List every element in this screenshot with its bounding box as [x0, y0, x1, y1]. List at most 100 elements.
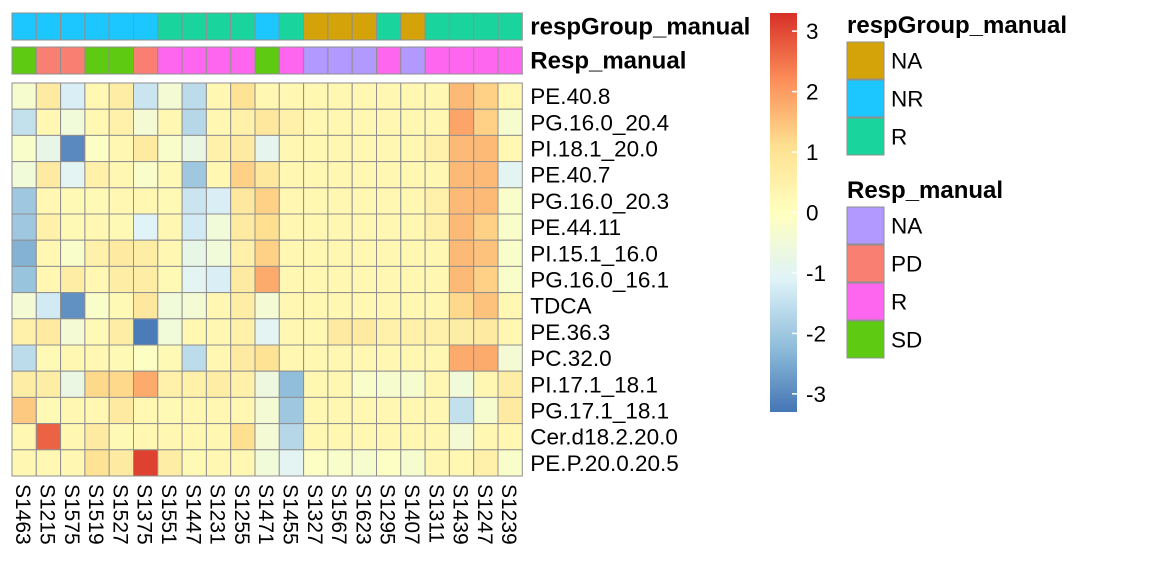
row-label-pc-32-0: PC.32.0 — [530, 346, 611, 371]
heatmap-cell-pi-15-1-16-0-s1255 — [230, 239, 256, 267]
heatmap-cell-pe-44-11-s1295 — [376, 213, 402, 241]
heatmap-cell-pi-17-1-18-1-s1375 — [133, 370, 159, 398]
annotation-cell-respgroup-manual-s1295 — [376, 12, 402, 41]
column-label-s1407: S1407 — [400, 484, 423, 545]
annotation-cell-respgroup-manual-s1215 — [35, 12, 62, 41]
heatmap-cell-pe-40-8-s1447 — [181, 82, 207, 110]
heatmap-cell-pe-p-20-0-20-5-s1567 — [327, 449, 353, 477]
heatmap-cell-pc-32-0-s1447 — [181, 344, 207, 372]
heatmap-cell-pe-44-11-s1215 — [35, 213, 62, 241]
heatmap-cell-pi-18-1-20-0-s1239 — [497, 134, 523, 163]
heatmap-cell-pe-40-8-s1247 — [473, 82, 499, 110]
heatmap-cell-pe-40-8-s1295 — [376, 82, 402, 110]
heatmap-cell-pi-18-1-20-0-s1231 — [205, 134, 232, 163]
heatmap-cell-pi-15-1-16-0-s1247 — [473, 239, 499, 267]
heatmap-cell-pe-44-11-s1327 — [303, 213, 329, 241]
annotation-cell-respgroup-manual-s1567 — [327, 12, 353, 41]
heatmap-cell-pe-40-8-s1239 — [497, 82, 523, 110]
annotation-cell-respgroup-manual-s1471 — [254, 12, 280, 41]
heatmap-cell-tdca-s1519 — [84, 292, 110, 320]
heatmap-cell-pe-36-3-s1455 — [278, 318, 305, 346]
heatmap-cell-pe-p-20-0-20-5-s1447 — [181, 449, 207, 477]
heatmap-cell-cer-d18-2-20-0-s1567 — [327, 423, 353, 451]
heatmap-cell-pc-32-0-s1247 — [473, 344, 499, 372]
heatmap-cell-pi-18-1-20-0-s1311 — [424, 134, 450, 163]
heatmap-cell-pe-p-20-0-20-5-s1215 — [35, 449, 62, 477]
heatmap-cell-tdca-s1455 — [278, 292, 305, 320]
heatmap-cell-pg-17-1-18-1-s1447 — [181, 396, 207, 425]
heatmap-cell-pg-16-0-16-1-s1455 — [278, 265, 305, 294]
heatmap-cell-pe-44-11-s1455 — [278, 213, 305, 241]
heatmap-cell-pg-16-0-16-1-s1311 — [424, 265, 450, 294]
heatmap-cell-pe-44-11-s1527 — [108, 213, 134, 241]
heatmap-cell-pc-32-0-s1471 — [254, 344, 280, 372]
heatmap-cell-pe-p-20-0-20-5-s1623 — [351, 449, 378, 477]
heatmap-cell-pg-16-0-16-1-s1527 — [108, 265, 134, 294]
heatmap-cell-pi-17-1-18-1-s1455 — [278, 370, 305, 398]
heatmap-cell-pi-17-1-18-1-s1551 — [157, 370, 183, 398]
row-label-pe-p-20-0-20-5: PE.P.20.0.20.5 — [530, 451, 678, 476]
heatmap-cell-pg-16-0-20-3-s1327 — [303, 187, 329, 215]
heatmap-cell-pi-17-1-18-1-s1295 — [376, 370, 402, 398]
annotation-cell-resp-manual-s1311 — [424, 46, 450, 75]
heatmap-cell-pe-40-8-s1527 — [108, 82, 134, 110]
heatmap-cell-pi-15-1-16-0-s1551 — [157, 239, 183, 267]
heatmap-cell-tdca-s1327 — [303, 292, 329, 320]
annotation-cell-respgroup-manual-s1247 — [473, 12, 499, 41]
colorbar-tick-label: 3 — [806, 19, 819, 44]
heatmap-cell-pc-32-0-s1407 — [400, 344, 426, 372]
heatmap-cell-pe-p-20-0-20-5-s1551 — [157, 449, 183, 477]
heatmap-cell-pg-16-0-20-3-s1215 — [35, 187, 62, 215]
heatmap-cell-pc-32-0-s1239 — [497, 344, 523, 372]
heatmap-cell-pg-16-0-20-4-s1519 — [84, 108, 110, 136]
legend-label-resp-manual-na: NA — [891, 214, 922, 239]
heatmap-cell-pi-15-1-16-0-s1311 — [424, 239, 450, 267]
heatmap-cell-pe-40-7-s1463 — [11, 161, 37, 189]
heatmap-cell-cer-d18-2-20-0-s1551 — [157, 423, 183, 451]
heatmap-cell-pg-16-0-16-1-s1471 — [254, 265, 280, 294]
heatmap-cell-pe-40-8-s1455 — [278, 82, 305, 110]
heatmap-cell-cer-d18-2-20-0-s1215 — [35, 423, 62, 451]
heatmap-cell-cer-d18-2-20-0-s1295 — [376, 423, 402, 451]
heatmap-cell-pg-17-1-18-1-s1551 — [157, 396, 183, 425]
heatmap-cell-pg-16-0-16-1-s1231 — [205, 265, 232, 294]
heatmap-cell-pe-40-7-s1215 — [35, 161, 62, 189]
heatmap-cell-pe-40-7-s1527 — [108, 161, 134, 189]
heatmap-cell-pi-17-1-18-1-s1623 — [351, 370, 378, 398]
heatmap-cell-pe-40-8-s1327 — [303, 82, 329, 110]
heatmap-cell-pi-15-1-16-0-s1463 — [11, 239, 37, 267]
heatmap-cell-pe-36-3-s1439 — [448, 318, 475, 346]
heatmap-cell-pg-16-0-20-4-s1527 — [108, 108, 134, 136]
heatmap-cell-pe-p-20-0-20-5-s1575 — [60, 449, 86, 477]
legend-label-resp-manual-pd: PD — [891, 252, 922, 277]
legend-label-resp-manual-r: R — [891, 290, 907, 315]
heatmap-cell-pe-36-3-s1231 — [205, 318, 232, 346]
heatmap-cell-pg-16-0-20-3-s1311 — [424, 187, 450, 215]
legend-key-respgroup-manual-na — [846, 41, 885, 80]
heatmap-cell-cer-d18-2-20-0-s1527 — [108, 423, 134, 451]
heatmap-cell-pi-17-1-18-1-s1519 — [84, 370, 110, 398]
annotation-cell-respgroup-manual-s1327 — [303, 12, 329, 41]
column-label-s1247: S1247 — [473, 484, 496, 545]
heatmap-cell-pg-16-0-16-1-s1247 — [473, 265, 499, 294]
heatmap-cell-cer-d18-2-20-0-s1623 — [351, 423, 378, 451]
legend-key-resp-manual-pd — [846, 244, 885, 283]
annotation-legends: respGroup_manual NA NR R Resp_manual NA PD R SD — [846, 12, 1067, 359]
heatmap-cell-pe-40-8-s1231 — [205, 82, 232, 110]
annotation-cell-respgroup-manual-s1623 — [351, 12, 378, 41]
heatmap-cell-pe-40-7-s1375 — [133, 161, 159, 189]
heatmap-cell-pg-17-1-18-1-s1439 — [448, 396, 475, 425]
heatmap-cell-pg-16-0-20-4-s1455 — [278, 108, 305, 136]
column-label-s1231: S1231 — [206, 484, 229, 545]
heatmap-cell-pg-16-0-16-1-s1447 — [181, 265, 207, 294]
heatmap-cell-pc-32-0-s1463 — [11, 344, 37, 372]
heatmap-cell-pi-17-1-18-1-s1463 — [11, 370, 37, 398]
heatmap-cell-cer-d18-2-20-0-s1439 — [448, 423, 475, 451]
heatmap-cell-pe-40-8-s1407 — [400, 82, 426, 110]
row-label-pi-17-1-18-1: PI.17.1_18.1 — [530, 372, 658, 397]
heatmap-cell-pi-17-1-18-1-s1471 — [254, 370, 280, 398]
heatmap-cell-pc-32-0-s1295 — [376, 344, 402, 372]
heatmap-cell-pe-44-11-s1519 — [84, 213, 110, 241]
heatmap-cell-pe-40-7-s1447 — [181, 161, 207, 189]
